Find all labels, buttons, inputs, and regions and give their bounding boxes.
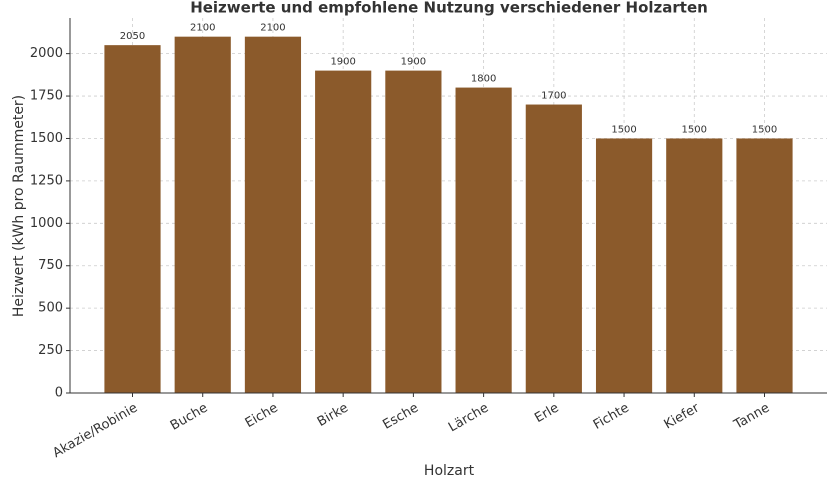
chart-title: Heizwerte und empfohlene Nutzung verschi…: [190, 0, 708, 17]
bar: [666, 138, 723, 393]
value-label: 1500: [752, 124, 777, 135]
x-tick-label: Akazie/Robinie: [50, 401, 140, 462]
x-axis-label: Holzart: [424, 463, 475, 479]
y-tick-label: 1750: [30, 89, 63, 104]
x-tick-label: Fichte: [591, 401, 632, 433]
value-label: 2050: [120, 31, 145, 42]
value-label: 2100: [260, 23, 285, 34]
value-label: 1800: [471, 74, 496, 85]
y-tick-label: 1250: [30, 173, 63, 188]
bar: [315, 70, 372, 393]
x-tick-label: Tanne: [731, 401, 772, 434]
value-label: 1900: [330, 57, 355, 68]
bar: [595, 138, 653, 393]
y-tick-label: 1000: [30, 216, 63, 231]
bar: [455, 87, 512, 394]
bar: [525, 104, 582, 394]
value-label: 1500: [611, 124, 636, 135]
y-tick-label: 0: [55, 386, 63, 401]
value-label: 2100: [190, 23, 215, 34]
bar: [736, 138, 793, 393]
x-tick-label: Erle: [532, 401, 561, 427]
y-axis-label: Heizwert (kWh pro Raummeter): [11, 95, 27, 317]
x-tick-label: Kiefer: [662, 400, 703, 432]
bar: [174, 36, 231, 393]
value-label: 1900: [401, 57, 426, 68]
bar: [104, 45, 161, 393]
x-tick-label: Birke: [315, 401, 351, 430]
bar: [385, 70, 442, 393]
x-tick-label: Buche: [168, 401, 211, 434]
y-tick-label: 250: [38, 343, 63, 358]
bar: [244, 36, 302, 393]
value-label: 1700: [541, 91, 566, 102]
x-tick-label: Lärche: [446, 401, 491, 436]
y-tick-label: 750: [38, 258, 63, 273]
y-tick-label: 500: [38, 301, 63, 316]
x-tick-label: Eiche: [243, 401, 281, 432]
value-label: 1500: [682, 124, 707, 135]
y-tick-label: 2000: [30, 46, 63, 61]
x-tick-label: Esche: [380, 401, 421, 433]
y-tick-label: 1500: [30, 131, 63, 146]
